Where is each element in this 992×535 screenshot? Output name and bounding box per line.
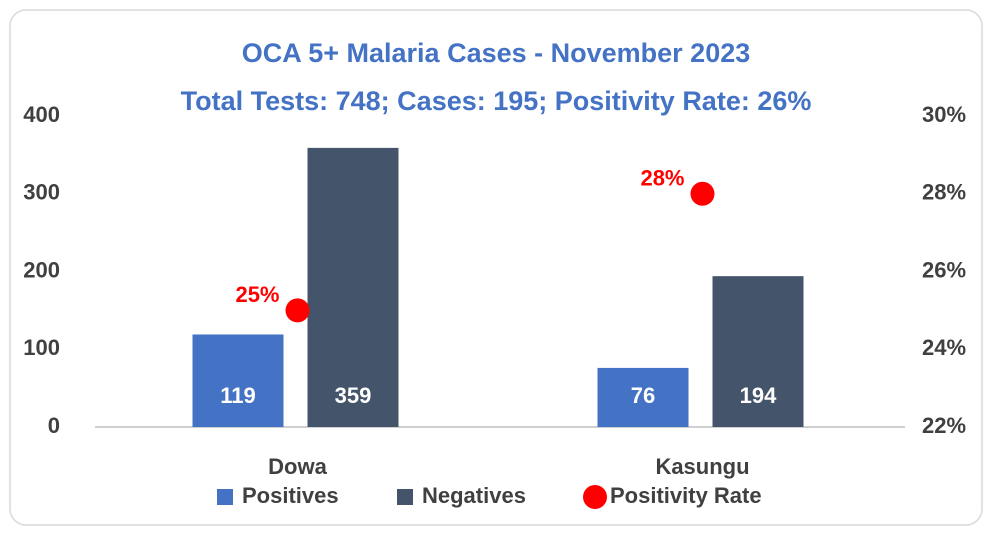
bar: [597, 367, 689, 427]
y-tick-label: 200: [23, 257, 60, 282]
bar-value-label: 194: [740, 383, 777, 408]
chart-subtitle: Total Tests: 748; Cases: 195; Positivity…: [181, 86, 812, 116]
bar-value-label: 76: [631, 383, 655, 408]
bar: [712, 276, 804, 427]
legend-label: Positives: [242, 483, 339, 508]
bar-value-label: 119: [220, 383, 256, 408]
chart-title: OCA 5+ Malaria Cases - November 2023: [242, 38, 751, 68]
rate-dot: [690, 181, 715, 206]
x-tick-label: Kasungu: [655, 454, 749, 479]
y-tick-label: 100: [23, 335, 60, 360]
y2-tick-label: 26%: [922, 257, 966, 282]
bar-value-label: 359: [335, 383, 372, 408]
rate-dot: [285, 298, 310, 323]
bar: [192, 334, 284, 427]
legend-label: Negatives: [422, 483, 526, 508]
rate-label: 28%: [640, 166, 684, 191]
legend-label: Positivity Rate: [610, 483, 762, 508]
legend-marker: [217, 489, 233, 505]
y2-tick-label: 30%: [922, 102, 966, 127]
legend-marker: [397, 489, 413, 505]
y2-tick-label: 24%: [922, 335, 966, 360]
y2-tick-label: 28%: [922, 180, 966, 205]
x-tick-label: Dowa: [268, 454, 327, 479]
y2-tick-label: 22%: [922, 413, 966, 438]
y-tick-label: 400: [23, 102, 60, 127]
bar: [307, 147, 399, 427]
rate-label: 25%: [235, 282, 279, 307]
y-tick-label: 0: [48, 413, 60, 438]
legend-marker: [583, 485, 607, 509]
y-tick-label: 300: [23, 180, 60, 205]
